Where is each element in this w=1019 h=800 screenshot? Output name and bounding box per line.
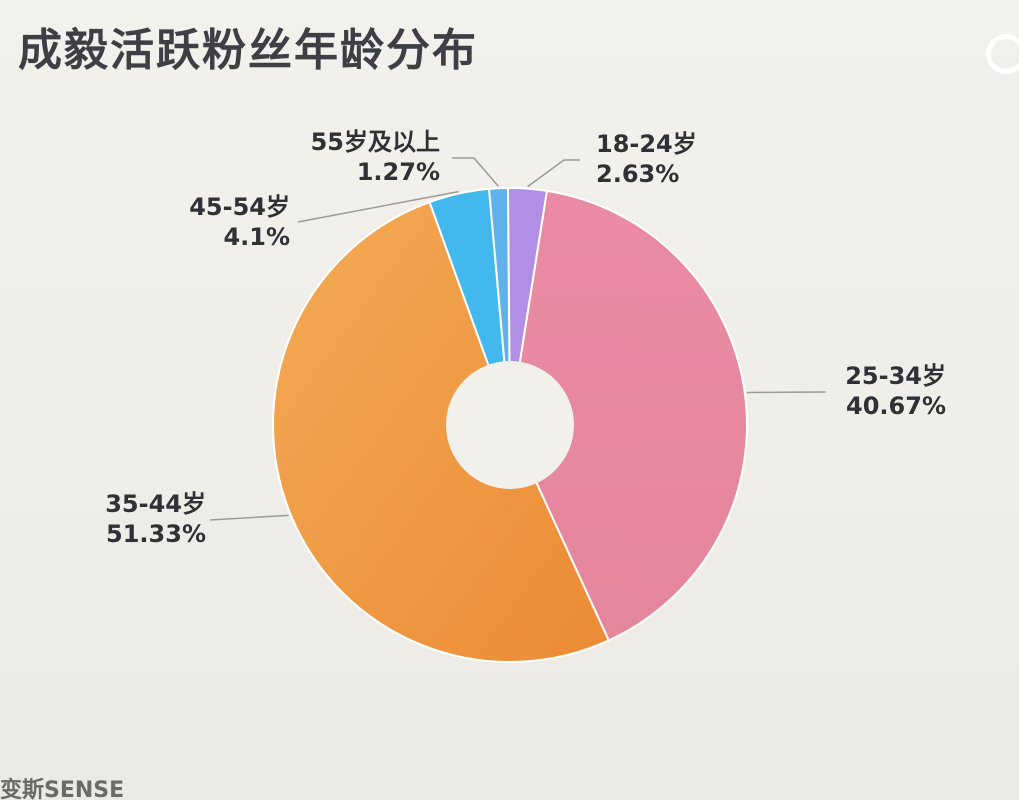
label-45-54-category: 45-54岁 xyxy=(189,193,290,221)
circle-icon xyxy=(986,34,1019,74)
label-18-24-value: 2.63% xyxy=(596,160,679,188)
label-55-plus-value: 1.27% xyxy=(357,158,440,186)
leader-line xyxy=(209,514,289,521)
label-35-44-category: 35-44岁 xyxy=(105,490,206,518)
page-title: 成毅活跃粉丝年龄分布 xyxy=(18,25,478,76)
label-18-24-category: 18-24岁 xyxy=(596,130,697,158)
label-35-44-value: 51.33% xyxy=(106,520,206,548)
slice-35-44 xyxy=(272,200,611,663)
leader-line xyxy=(452,157,499,187)
donut-hole xyxy=(446,361,574,489)
slice-25-34 xyxy=(508,189,748,642)
label-55-plus-category: 55岁及以上 xyxy=(311,128,440,156)
watermark-text: 变斯SENSE xyxy=(0,778,125,800)
leader-line xyxy=(297,190,459,223)
label-45-54-value: 4.1% xyxy=(223,223,290,251)
label-25-34-category: 25-34岁 xyxy=(845,362,946,390)
label-25-34-value: 40.67% xyxy=(846,392,946,420)
leader-line xyxy=(527,159,580,188)
